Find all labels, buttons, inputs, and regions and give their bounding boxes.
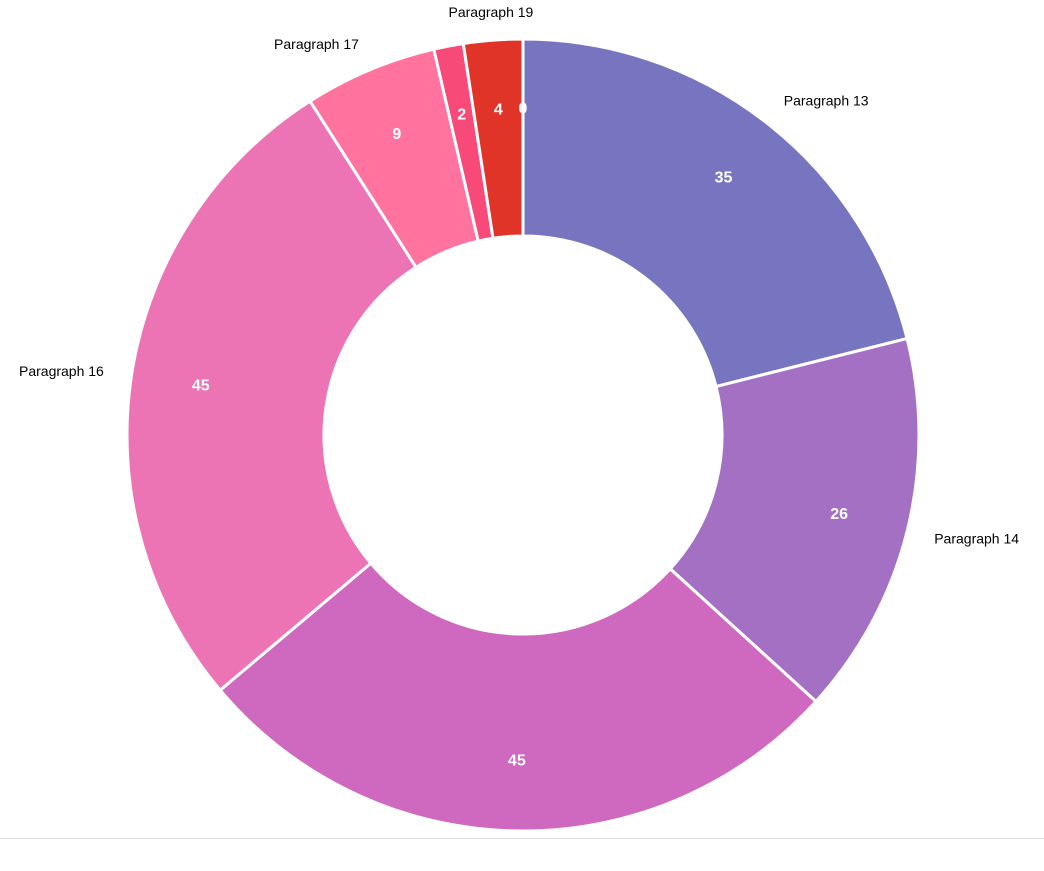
value-label-2: 26 [830, 506, 848, 523]
category-label-4: Paragraph 16 [19, 363, 104, 379]
category-label-1: Paragraph 13 [784, 93, 869, 109]
footer-divider [0, 838, 1044, 839]
slice-2[interactable] [668, 336, 921, 704]
slices-layer [125, 37, 921, 833]
value-label-4: 45 [192, 377, 210, 394]
category-labels-layer: Paragraph 13 Paragraph 14 Paragraph 16 Para… [19, 4, 1019, 546]
value-label-7: 4 [494, 101, 503, 118]
slice-7[interactable] [461, 37, 525, 240]
value-label-6: 2 [457, 106, 466, 123]
slice-4[interactable] [125, 99, 419, 693]
category-label-7: Paragraph 19 [449, 4, 534, 20]
category-label-2: Paragraph 14 [934, 530, 1019, 546]
category-label-5: Paragraph 17 [274, 36, 359, 52]
slice-3[interactable] [218, 561, 819, 833]
value-label-3: 45 [508, 752, 526, 769]
value-label-1: 35 [715, 169, 733, 186]
value-labels-layer: 35 26 45 45 9 2 4 0 [192, 101, 848, 770]
slice-1[interactable] [521, 37, 909, 389]
value-label-5: 9 [392, 126, 401, 143]
value-label-8: 0 [519, 101, 528, 118]
